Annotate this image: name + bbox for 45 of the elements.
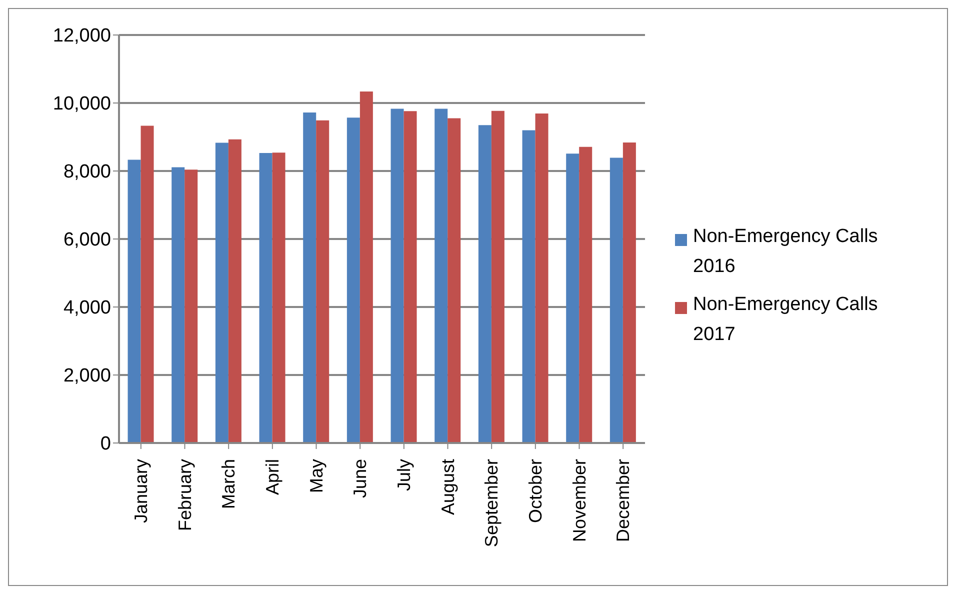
bar [522,130,536,443]
x-tick-label: January [130,459,151,524]
bar [172,167,185,443]
legend-label: Non-Emergency Calls 2016 [693,225,879,279]
bar [491,110,504,443]
y-tick-label: 12,000 [52,26,111,47]
bar [535,114,548,443]
bar [622,142,636,443]
x-tick-label: September [482,459,502,548]
y-tick-label: 8,000 [63,162,111,183]
bar [448,118,461,443]
y-tick-label: 6,000 [63,230,111,251]
x-tick-label: July [394,459,414,492]
bar [184,170,198,443]
bar [360,91,373,443]
bar [303,112,316,443]
bar [404,111,417,443]
bar [259,152,272,443]
x-tick-label: February [174,459,195,532]
y-tick-label: 10,000 [52,94,111,115]
y-tick-label: 4,000 [63,298,111,319]
bar [215,142,228,443]
x-tick-label: March [218,459,239,510]
x-tick-label: August [438,459,458,516]
bar [434,108,448,443]
y-tick-label: 0 [100,434,111,455]
bar [610,158,623,443]
x-tick-label: November [569,458,590,542]
bar [478,125,492,443]
bar [566,154,580,443]
bar [140,126,154,443]
x-tick-label: April [262,459,282,496]
x-tick-label: October [525,458,546,524]
legend-label: Non-Emergency Calls 2017 [693,293,879,347]
x-tick-label: June [350,459,370,498]
bar [128,160,141,443]
bar [579,146,592,443]
bar [228,139,242,443]
bar [390,108,404,443]
x-tick-label: May [306,459,326,494]
x-tick-label: December [613,458,634,542]
bar [346,118,360,443]
bar [316,120,330,443]
bar [272,152,286,443]
y-tick-label: 2,000 [63,366,111,387]
